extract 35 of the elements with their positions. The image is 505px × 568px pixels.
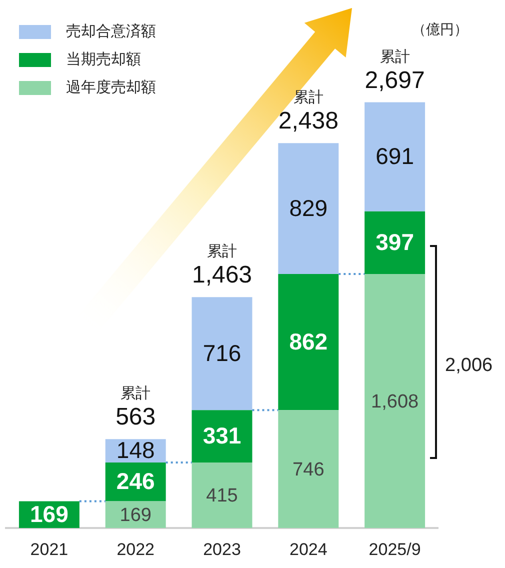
- bar: [364, 102, 426, 212]
- bar: [278, 274, 339, 410]
- data-label: 331: [202, 422, 242, 449]
- data-label: 169: [120, 504, 152, 526]
- x-tick-label: 2022: [116, 540, 155, 559]
- total-label: 累計 563: [116, 385, 156, 431]
- data-label: 716: [202, 340, 242, 366]
- x-tick-label: 2024: [289, 540, 328, 559]
- bar: [278, 143, 339, 274]
- legend-label: 売却合意済額: [66, 23, 156, 40]
- bar: [192, 462, 252, 528]
- data-label: 148: [116, 437, 155, 464]
- total-label: 累計 1,463: [192, 243, 252, 289]
- x-tick-label: 2023: [203, 540, 241, 559]
- data-label: 415: [206, 485, 238, 506]
- bar: [278, 410, 339, 528]
- bar: [192, 297, 252, 410]
- data-label: 1,608: [371, 391, 419, 412]
- data-label: 397: [376, 229, 414, 256]
- bar: [364, 211, 426, 274]
- data-label: 691: [376, 143, 414, 170]
- legend-label: 過年度売却額: [66, 79, 156, 96]
- text: （億円）: [412, 20, 468, 37]
- data-label: 862: [289, 328, 328, 354]
- x-tick-label: 2025/9: [368, 540, 421, 559]
- bar: [364, 274, 426, 528]
- total-label: 累計 2,697: [364, 48, 425, 94]
- data-label: 746: [292, 459, 324, 480]
- total-label: 累計 2,438: [278, 89, 338, 135]
- legend-label: 当期売却額: [66, 51, 141, 68]
- data-label: 829: [289, 194, 328, 221]
- data-label: 169: [30, 501, 68, 527]
- x-tick-label: 2021: [30, 540, 68, 559]
- data-label: 246: [116, 468, 155, 494]
- text: 2,006: [445, 354, 493, 376]
